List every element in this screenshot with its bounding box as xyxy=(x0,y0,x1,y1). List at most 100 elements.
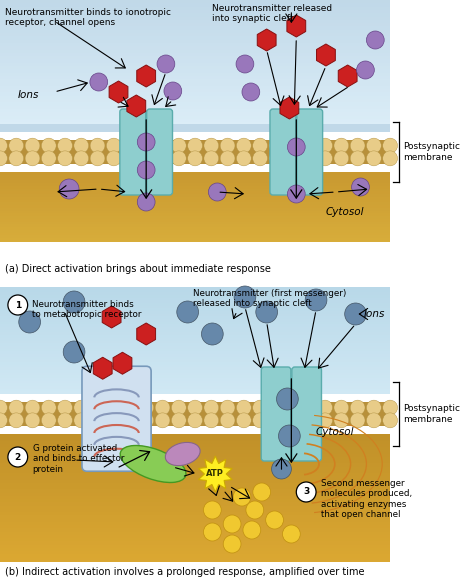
Circle shape xyxy=(188,151,202,166)
Circle shape xyxy=(276,388,298,410)
Circle shape xyxy=(58,400,73,415)
Bar xyxy=(0,541,390,545)
Circle shape xyxy=(285,138,300,153)
Bar xyxy=(0,257,390,260)
Circle shape xyxy=(269,400,284,415)
Circle shape xyxy=(41,138,56,153)
Circle shape xyxy=(9,413,24,428)
Bar xyxy=(0,321,390,324)
Bar xyxy=(0,335,390,338)
Circle shape xyxy=(41,400,56,415)
Bar xyxy=(0,39,390,43)
Bar xyxy=(0,223,390,227)
Bar xyxy=(0,243,390,246)
Bar xyxy=(0,391,390,394)
Circle shape xyxy=(334,400,349,415)
Circle shape xyxy=(209,183,226,201)
Circle shape xyxy=(201,323,223,345)
Circle shape xyxy=(334,413,349,428)
Circle shape xyxy=(287,138,305,156)
Bar xyxy=(0,453,390,457)
Circle shape xyxy=(242,83,260,101)
Circle shape xyxy=(237,151,251,166)
Bar xyxy=(0,98,390,102)
Polygon shape xyxy=(113,352,132,374)
Circle shape xyxy=(25,400,40,415)
Bar xyxy=(0,42,390,46)
Bar xyxy=(0,531,390,535)
Circle shape xyxy=(233,488,251,506)
Bar xyxy=(0,356,390,359)
Circle shape xyxy=(155,413,170,428)
Circle shape xyxy=(220,413,235,428)
Circle shape xyxy=(203,501,221,519)
Circle shape xyxy=(203,523,221,541)
Bar xyxy=(0,518,390,521)
Bar xyxy=(0,502,390,506)
Bar xyxy=(0,0,390,3)
Circle shape xyxy=(301,413,316,428)
Bar xyxy=(0,262,390,265)
Circle shape xyxy=(139,400,154,415)
Bar xyxy=(0,82,390,86)
Bar xyxy=(0,254,390,257)
Bar xyxy=(0,242,468,284)
Circle shape xyxy=(253,138,267,153)
Circle shape xyxy=(269,413,284,428)
Bar xyxy=(0,289,390,292)
Bar xyxy=(0,76,390,79)
Bar xyxy=(0,66,390,69)
Ellipse shape xyxy=(120,445,186,482)
Bar xyxy=(0,308,390,311)
Circle shape xyxy=(0,400,8,415)
Text: 3: 3 xyxy=(303,488,310,496)
Circle shape xyxy=(246,501,264,519)
Circle shape xyxy=(243,521,261,539)
Circle shape xyxy=(279,425,300,447)
Bar xyxy=(0,88,390,93)
Circle shape xyxy=(90,400,105,415)
Circle shape xyxy=(236,55,254,73)
Polygon shape xyxy=(317,44,335,66)
FancyBboxPatch shape xyxy=(261,367,291,461)
Bar xyxy=(0,560,390,564)
Circle shape xyxy=(253,400,267,415)
Bar xyxy=(0,125,390,129)
Bar xyxy=(0,29,390,33)
Bar xyxy=(0,276,390,279)
Circle shape xyxy=(90,413,105,428)
Circle shape xyxy=(139,151,154,166)
Bar xyxy=(0,297,390,300)
Circle shape xyxy=(25,151,40,166)
Circle shape xyxy=(164,82,182,100)
Circle shape xyxy=(123,413,137,428)
Bar xyxy=(0,268,390,271)
Circle shape xyxy=(204,138,219,153)
Circle shape xyxy=(383,151,398,166)
Circle shape xyxy=(123,151,137,166)
Text: Neurotransmitter binds to ionotropic
receptor, channel opens: Neurotransmitter binds to ionotropic rec… xyxy=(5,8,171,27)
Bar xyxy=(0,443,390,447)
Circle shape xyxy=(234,286,256,308)
Bar xyxy=(0,196,390,200)
Bar xyxy=(0,124,390,132)
Circle shape xyxy=(90,151,105,166)
Bar xyxy=(0,56,390,59)
Circle shape xyxy=(8,295,27,315)
Bar xyxy=(0,524,390,528)
Bar xyxy=(0,251,390,254)
Circle shape xyxy=(172,151,186,166)
Circle shape xyxy=(237,400,251,415)
Bar xyxy=(0,440,390,443)
Circle shape xyxy=(223,535,241,553)
Bar xyxy=(0,492,390,496)
Bar xyxy=(0,434,390,437)
Bar xyxy=(0,324,390,327)
Circle shape xyxy=(25,413,40,428)
Circle shape xyxy=(266,511,283,529)
Bar xyxy=(0,72,390,76)
Bar xyxy=(0,235,390,238)
Circle shape xyxy=(177,301,199,323)
Text: (b) Indirect activation involves a prolonged response, amplified over time: (b) Indirect activation involves a prolo… xyxy=(5,567,365,577)
Bar xyxy=(0,466,390,470)
